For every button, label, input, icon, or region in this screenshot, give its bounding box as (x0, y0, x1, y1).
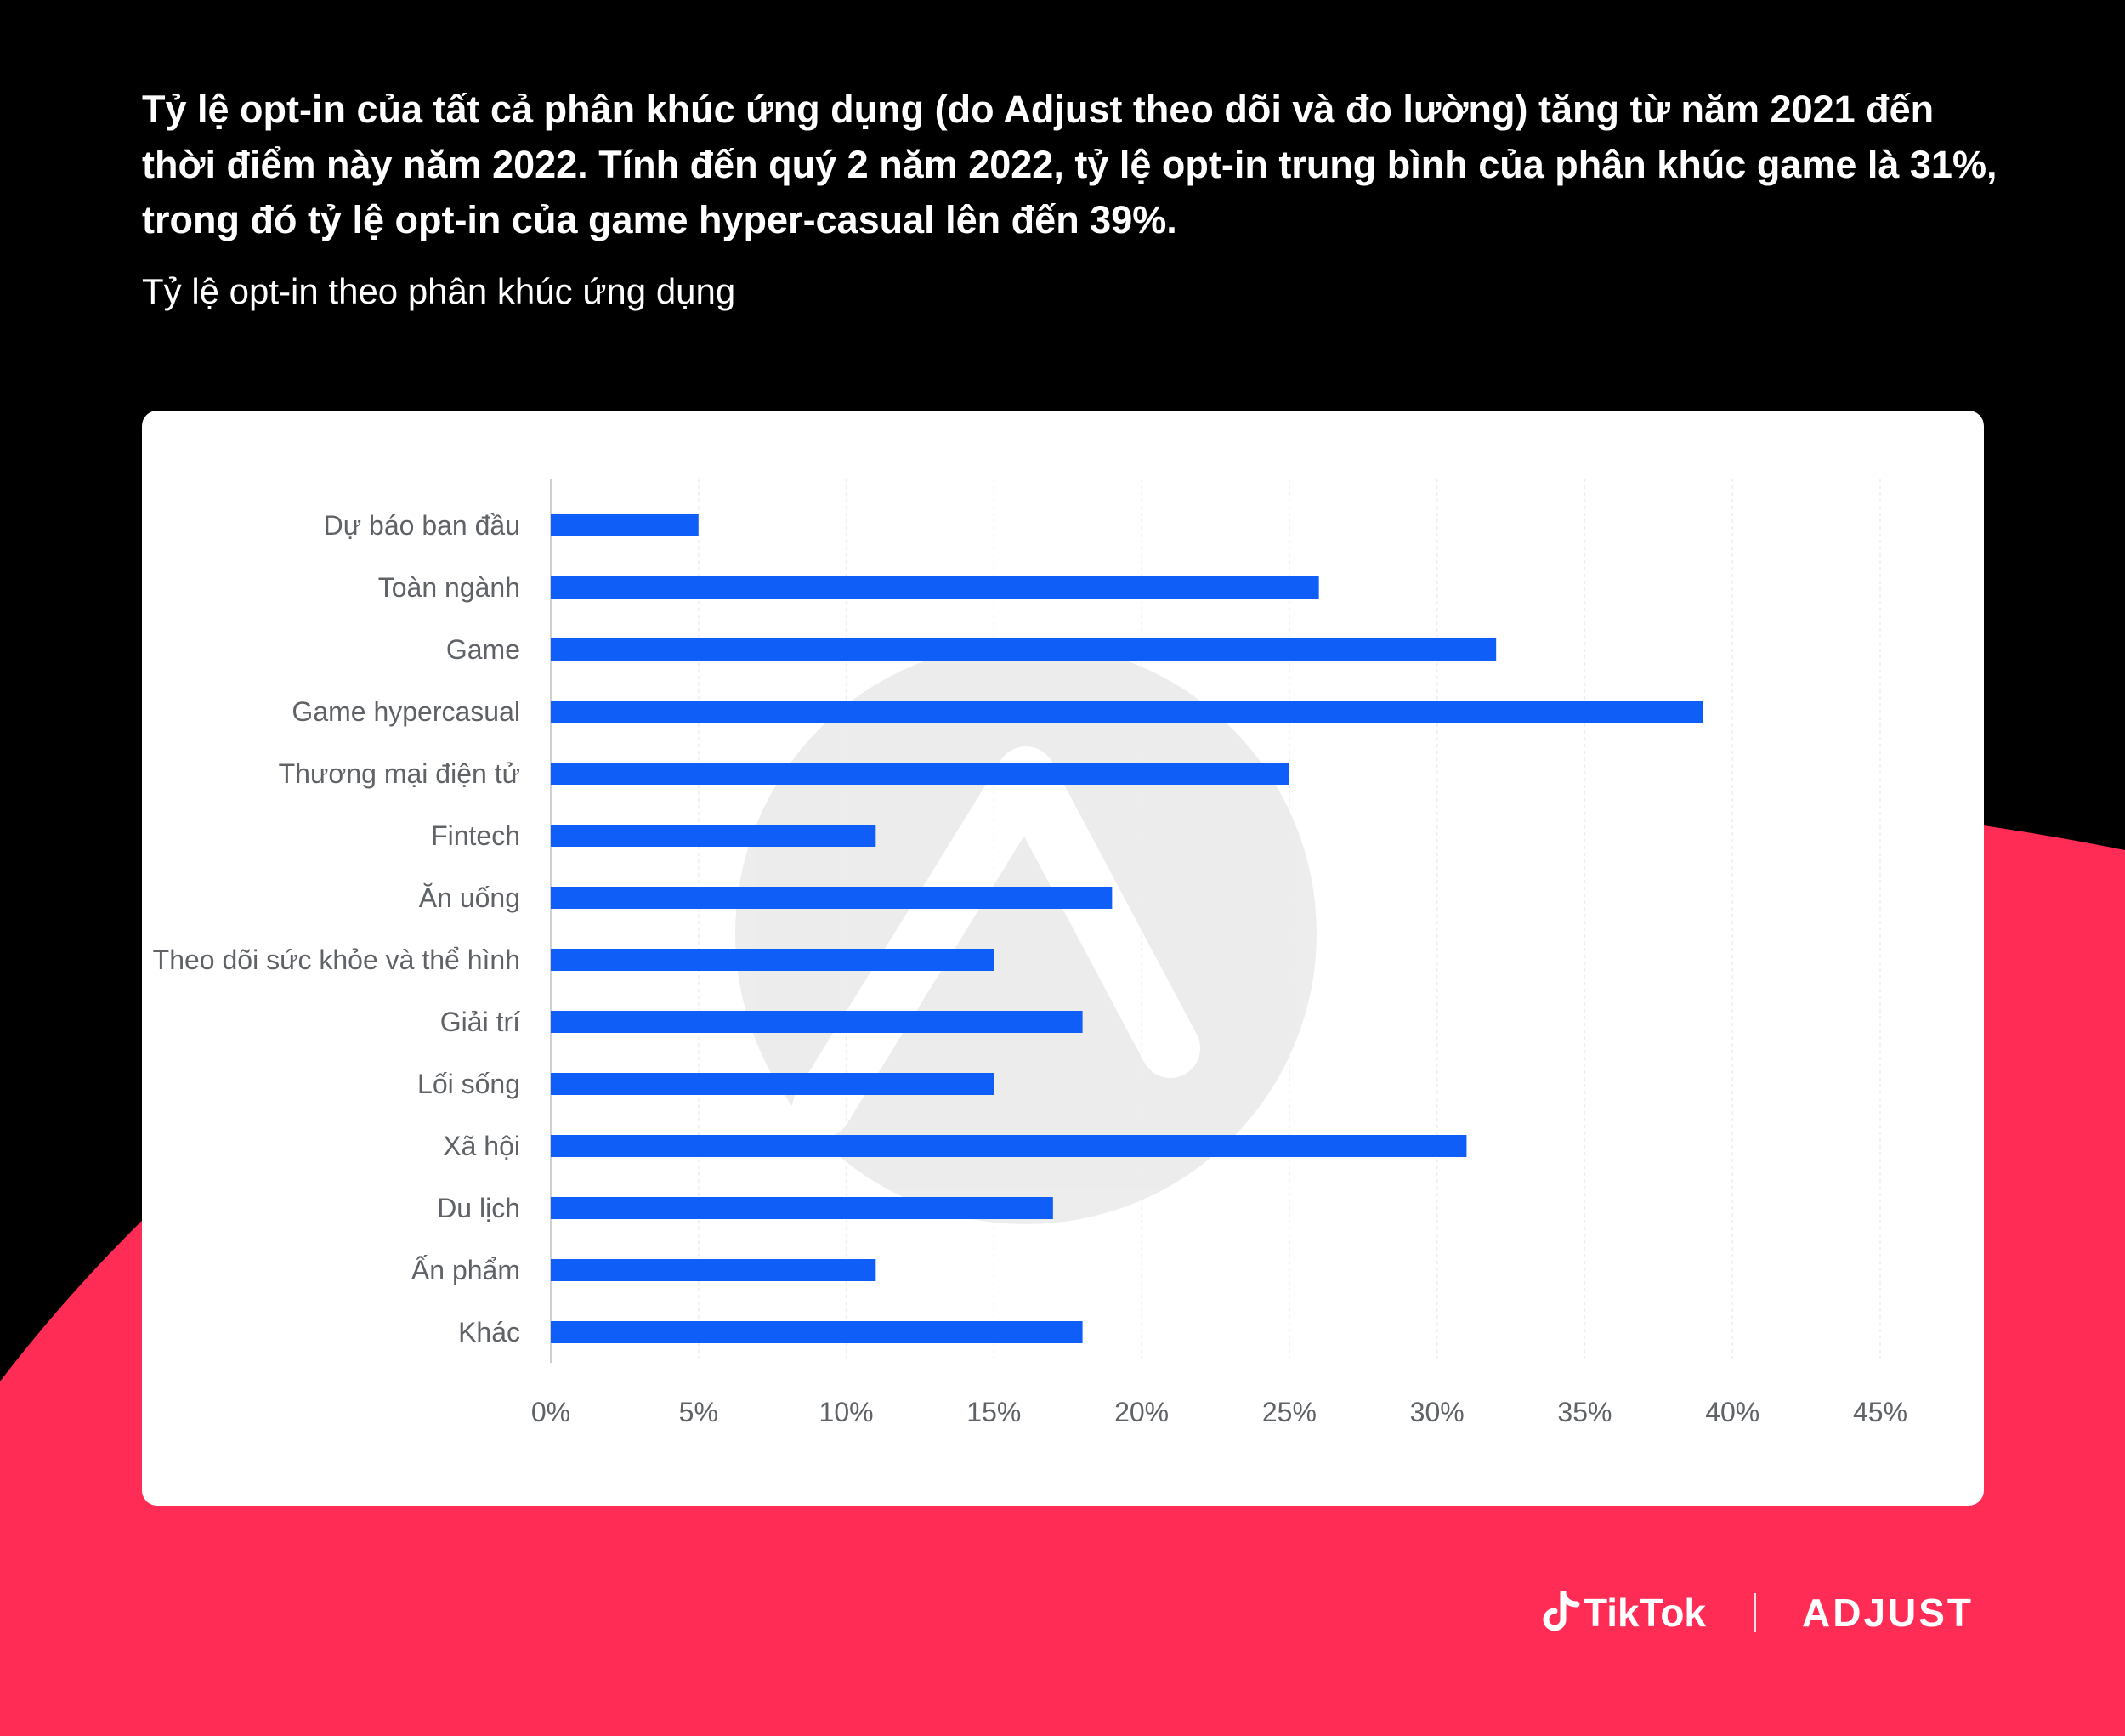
chart-subtitle: Tỷ lệ opt-in theo phân khúc ứng dụng (142, 271, 736, 311)
category-label: Ấn phẩm (411, 1255, 520, 1285)
x-tick-label: 5% (679, 1397, 718, 1427)
x-tick-label: 40% (1705, 1397, 1760, 1427)
bar (551, 1259, 876, 1281)
bar (551, 887, 1113, 909)
bar-chart: Dự báo ban đầu Toàn ngành Game Game hyperca… (153, 479, 1907, 1427)
x-tick-label: 30% (1410, 1397, 1465, 1427)
category-label: Lối sống (417, 1069, 520, 1099)
bar (551, 1135, 1467, 1157)
x-tick-label: 20% (1114, 1397, 1169, 1427)
adjust-logo: ADJUST (1802, 1590, 1974, 1636)
category-label: Game (446, 634, 520, 665)
category-label: Xã hội (443, 1131, 520, 1161)
headline: Tỷ lệ opt-in của tất cả phân khúc ứng dụ… (142, 88, 1998, 241)
category-label: Thương mại điện tử (279, 758, 520, 789)
bar (551, 763, 1289, 785)
bar (551, 949, 994, 971)
tiktok-logo: TikTok (1543, 1590, 1706, 1636)
x-tick-label: 15% (966, 1397, 1021, 1427)
bar (551, 638, 1497, 661)
category-label: Dự báo ban đầu (324, 510, 520, 541)
bar (551, 1321, 1083, 1343)
category-label: Giải trí (440, 1007, 520, 1037)
adjust-wordmark: ADJUST (1802, 1591, 1975, 1635)
bar (551, 1197, 1053, 1219)
category-label: Fintech (431, 820, 520, 851)
tiktok-note-icon (1543, 1591, 1580, 1631)
tiktok-wordmark: TikTok (1584, 1591, 1706, 1635)
x-tick-label: 0% (531, 1397, 570, 1427)
x-tick-label: 10% (819, 1397, 874, 1427)
bar (551, 1011, 1083, 1033)
category-label: Toàn ngành (378, 572, 520, 603)
logo-separator (1754, 1593, 1756, 1632)
category-label: Du lịch (437, 1193, 520, 1223)
bar (551, 701, 1703, 723)
x-tick-label: 25% (1262, 1397, 1317, 1427)
x-tick-label: 45% (1853, 1397, 1907, 1427)
bar (551, 1073, 994, 1095)
category-label: Game hypercasual (292, 696, 520, 727)
chart-card: Dự báo ban đầu Toàn ngành Game Game hyperca… (142, 411, 1984, 1506)
bar (551, 825, 876, 847)
category-label: Khác (458, 1317, 520, 1347)
x-tick-label: 35% (1557, 1397, 1612, 1427)
category-label: Ăn uống (419, 882, 520, 913)
category-label: Theo dõi sức khỏe và thể hình (153, 945, 520, 975)
footer-logos: TikTok ADJUST (1543, 1583, 1974, 1642)
bar (551, 514, 699, 536)
bar (551, 576, 1319, 599)
